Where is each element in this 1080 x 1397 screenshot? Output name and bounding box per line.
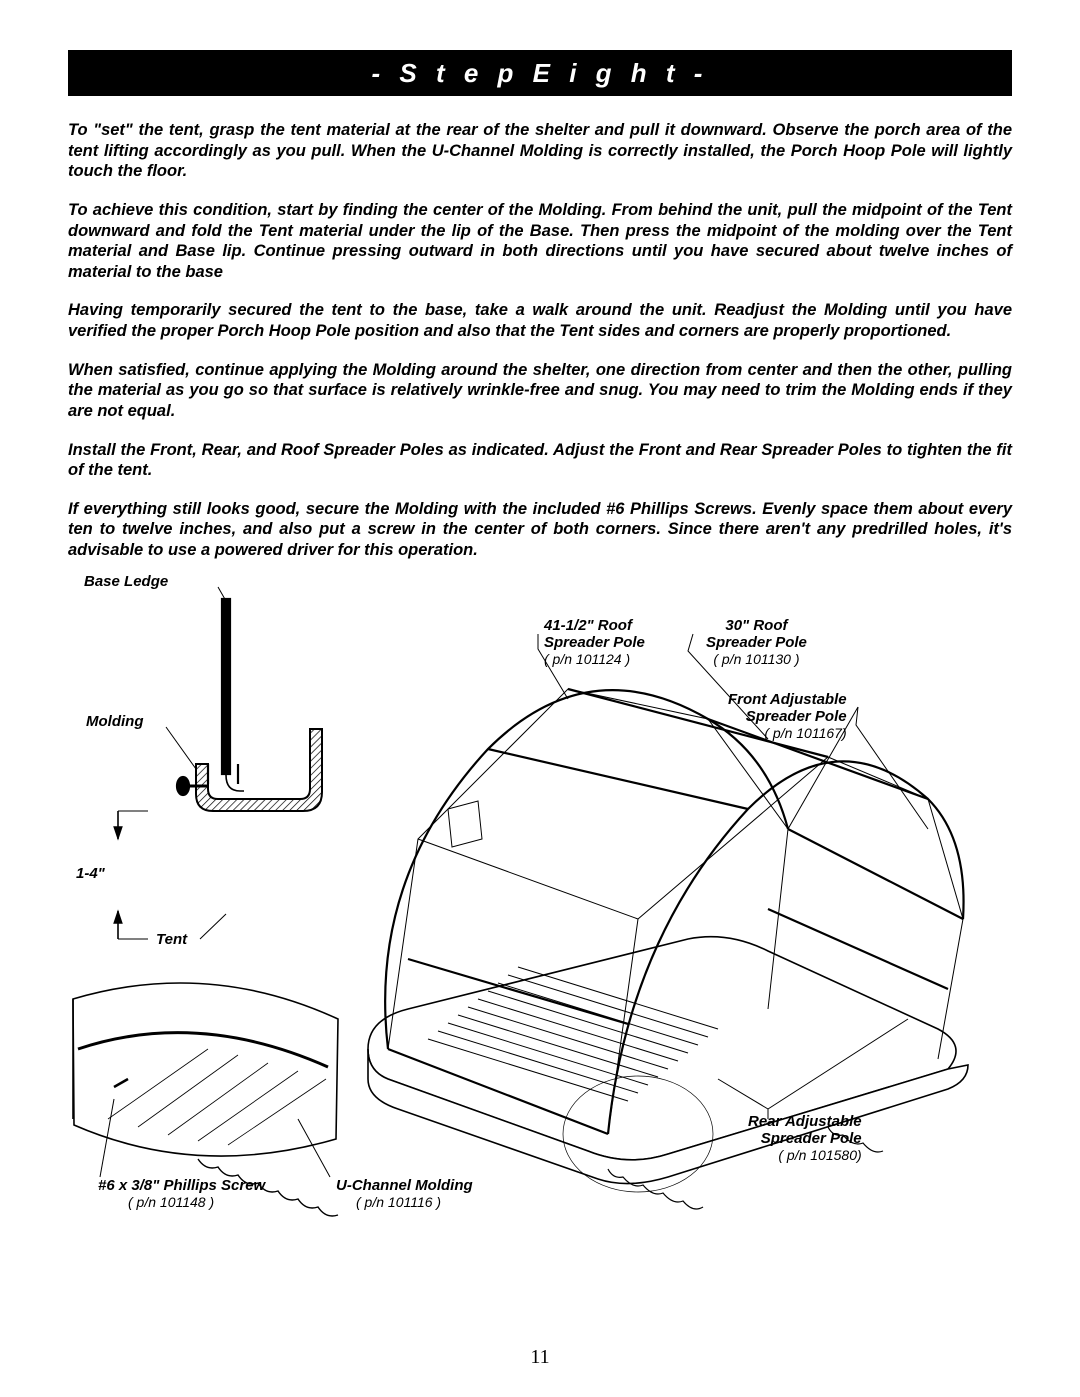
- part-number: ( p/n 101124 ): [544, 651, 630, 667]
- label-text: Base Ledge: [84, 573, 168, 590]
- label-front-adjustable: Front Adjustable Spreader Pole ( p/n 101…: [728, 691, 847, 743]
- document-page: - S t e p E i g h t - To "set" the tent,…: [0, 0, 1080, 1397]
- label-text: Rear Adjustable: [748, 1113, 862, 1130]
- molding-detail: [118, 587, 322, 939]
- label-text: Front Adjustable: [728, 691, 847, 708]
- label-text: 30" Roof: [725, 617, 787, 634]
- paragraph: To "set" the tent, grasp the tent materi…: [68, 120, 1012, 182]
- label-text: 1-4": [76, 865, 105, 882]
- label-phillips-screw: #6 x 3/8" Phillips Screw ( p/n 101148 ): [98, 1177, 265, 1212]
- label-text: Spreader Pole: [706, 634, 807, 651]
- paragraph: To achieve this condition, start by find…: [68, 200, 1012, 283]
- label-text: Spreader Pole: [544, 634, 645, 651]
- label-u-channel: U-Channel Molding ( p/n 101116 ): [336, 1177, 473, 1212]
- paragraph: If everything still looks good, secure t…: [68, 499, 1012, 561]
- step-title-text: - S t e p E i g h t -: [372, 58, 709, 89]
- part-number: ( p/n 101116 ): [336, 1194, 441, 1210]
- assembly-diagram: Base Ledge Molding 1-4" Tent 41-1/2" Roo…: [68, 579, 1012, 1229]
- label-base-ledge: Base Ledge: [84, 573, 168, 590]
- label-text: U-Channel Molding: [336, 1177, 473, 1194]
- label-text: Spreader Pole: [746, 708, 847, 725]
- paragraph: When satisfied, continue applying the Mo…: [68, 360, 1012, 422]
- instruction-body: To "set" the tent, grasp the tent materi…: [68, 120, 1012, 561]
- label-molding: Molding: [86, 713, 143, 730]
- tent-isometric: [368, 689, 968, 1209]
- part-number: ( p/n 101148 ): [98, 1194, 214, 1210]
- label-text: 41-1/2" Roof: [544, 617, 632, 634]
- part-number: ( p/n 101130 ): [713, 651, 799, 667]
- label-roof-30: 30" Roof Spreader Pole ( p/n 101130 ): [706, 617, 807, 669]
- label-rear-adjustable: Rear Adjustable Spreader Pole ( p/n 1015…: [748, 1113, 862, 1165]
- page-number-text: 11: [530, 1346, 549, 1368]
- part-number: ( p/n 101580): [778, 1147, 861, 1163]
- paragraph: Install the Front, Rear, and Roof Spread…: [68, 440, 1012, 481]
- part-number: ( p/n 101167): [764, 725, 846, 741]
- label-text: #6 x 3/8" Phillips Screw: [98, 1177, 265, 1194]
- page-number: 11: [0, 1346, 1080, 1369]
- label-tent: Tent: [156, 931, 187, 948]
- label-text: Molding: [86, 713, 143, 730]
- label-text: Tent: [156, 931, 187, 948]
- label-roof-41: 41-1/2" Roof Spreader Pole ( p/n 101124 …: [544, 617, 645, 669]
- paragraph: Having temporarily secured the tent to t…: [68, 300, 1012, 341]
- label-gap: 1-4": [76, 865, 105, 882]
- step-title-bar: - S t e p E i g h t -: [68, 50, 1012, 96]
- label-text: Spreader Pole: [761, 1130, 862, 1147]
- diagram-svg: [68, 579, 1012, 1229]
